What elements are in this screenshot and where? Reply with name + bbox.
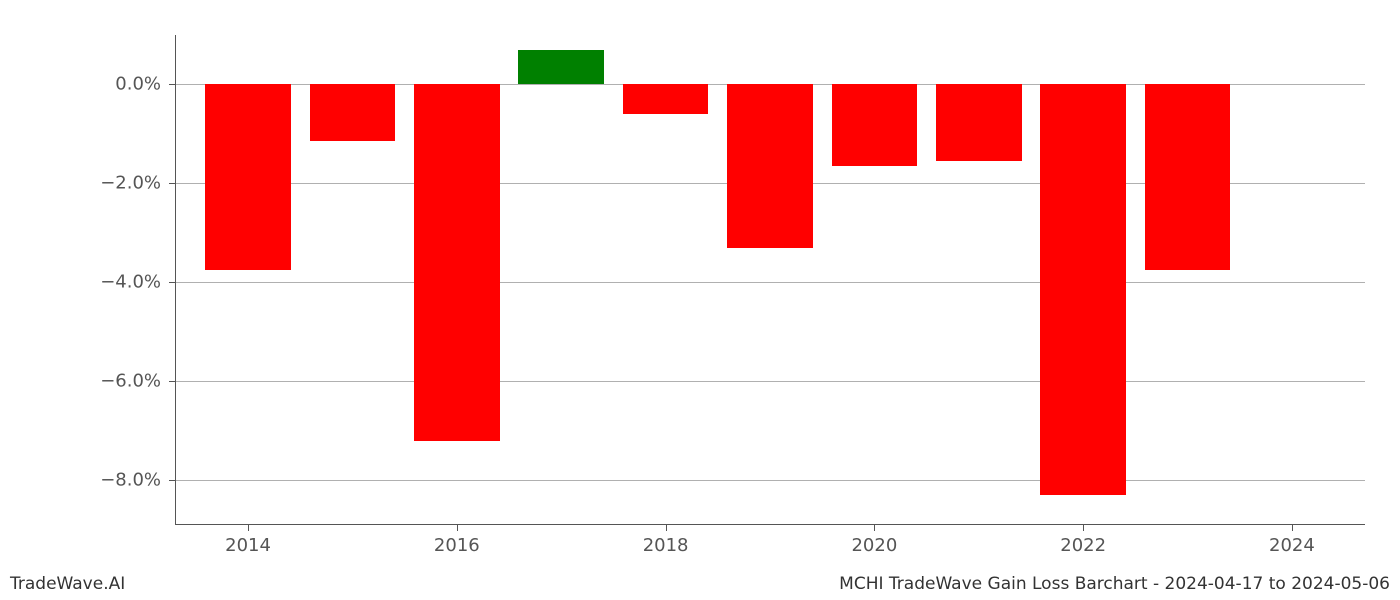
figure: 0.0% −2.0% −4.0% −6.0% −8.0% 2014 2016 2018 2020… [0,0,1400,600]
bar-2023 [1145,84,1231,270]
ytick-mark [169,282,175,283]
xtick-mark [874,525,875,531]
gridline [175,480,1365,481]
ytick-mark [169,381,175,382]
xtick-label: 2022 [1060,535,1106,556]
ytick-label: 0.0% [115,74,161,95]
xtick-label: 2018 [643,535,689,556]
bar-2022 [1040,84,1126,495]
ytick-label: −6.0% [100,371,161,392]
xtick-mark [248,525,249,531]
bar-2021 [936,84,1022,161]
axis-bottom-spine [175,524,1365,525]
xtick-mark [1083,525,1084,531]
xtick-label: 2014 [225,535,271,556]
bar-2019 [727,84,813,247]
xtick-label: 2020 [851,535,897,556]
xtick-label: 2016 [434,535,480,556]
footer-right-text: MCHI TradeWave Gain Loss Barchart - 2024… [839,574,1390,594]
ytick-mark [169,84,175,85]
plot-area: 0.0%−2.0%−4.0%−6.0%−8.0%2014201620182020… [175,35,1365,525]
gridline [175,381,1365,382]
ytick-mark [169,183,175,184]
bar-2014 [205,84,291,270]
xtick-mark [457,525,458,531]
footer-left-text: TradeWave.AI [10,574,125,594]
ytick-label: −8.0% [100,470,161,491]
ytick-label: −4.0% [100,272,161,293]
xtick-mark [666,525,667,531]
ytick-label: −2.0% [100,173,161,194]
xtick-mark [1292,525,1293,531]
gridline [175,282,1365,283]
bar-2020 [832,84,918,166]
bar-2018 [623,84,709,114]
bar-2016 [414,84,500,440]
xtick-label: 2024 [1269,535,1315,556]
bar-2017 [518,50,604,85]
axis-left-spine [175,35,176,525]
ytick-mark [169,480,175,481]
bar-2015 [310,84,396,141]
